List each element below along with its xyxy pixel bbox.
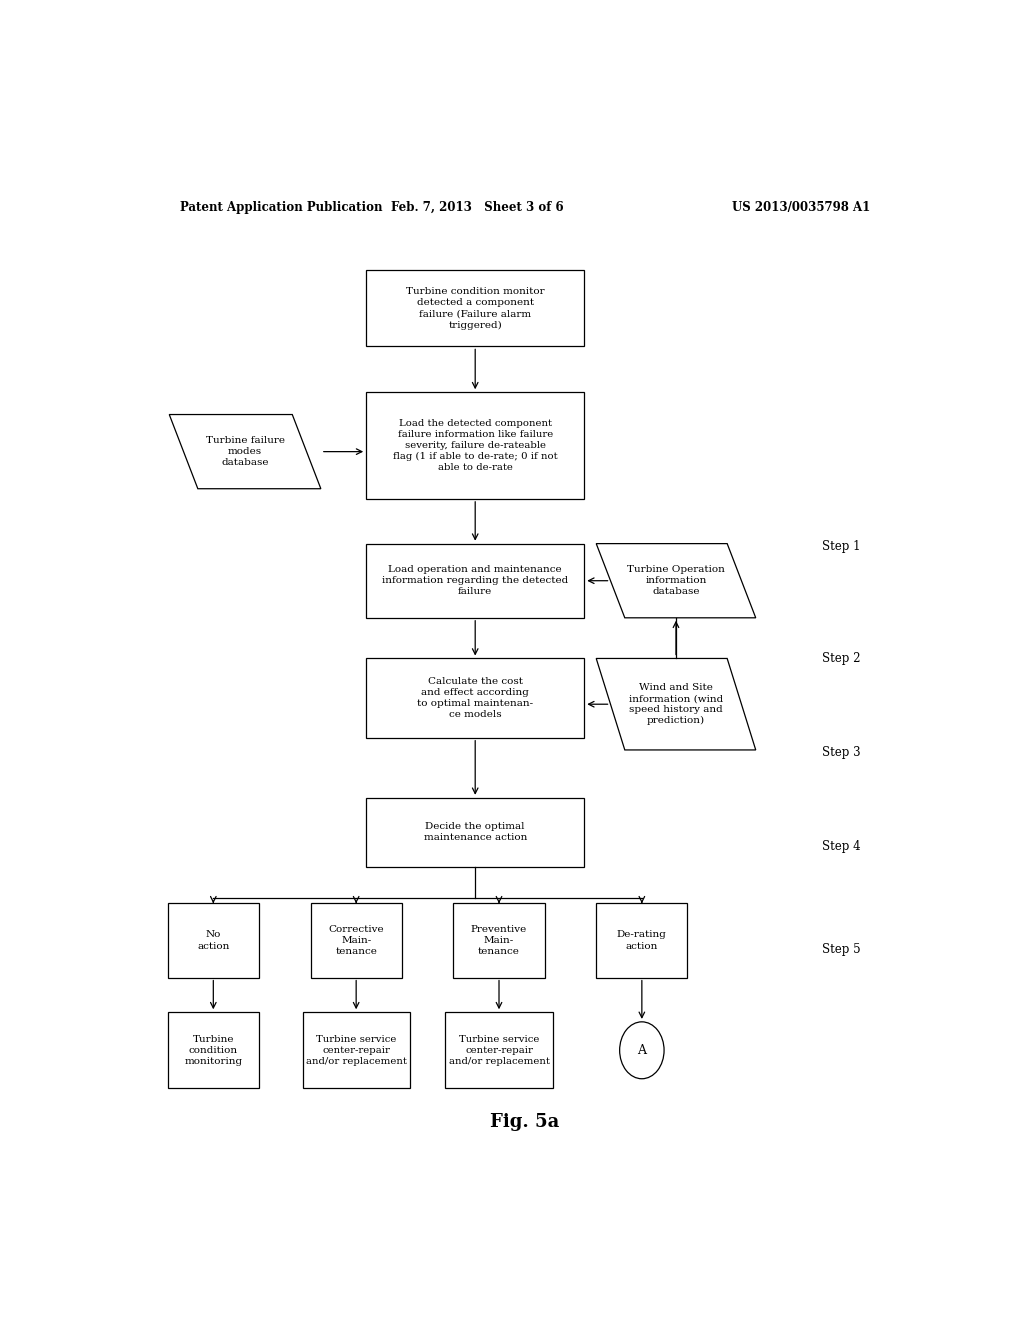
FancyBboxPatch shape: [168, 1012, 259, 1089]
FancyBboxPatch shape: [310, 903, 401, 978]
Polygon shape: [596, 544, 756, 618]
Text: Turbine failure
modes
database: Turbine failure modes database: [206, 436, 285, 467]
Text: Decide the optimal
maintenance action: Decide the optimal maintenance action: [424, 822, 527, 842]
Text: Step 5: Step 5: [822, 942, 861, 956]
Text: Step 4: Step 4: [822, 840, 861, 853]
Text: Calculate the cost
and effect according
to optimal maintenan-
ce models: Calculate the cost and effect according …: [417, 677, 534, 719]
FancyBboxPatch shape: [445, 1012, 553, 1089]
Text: No
action: No action: [198, 931, 229, 950]
Text: Load the detected component
failure information like failure
severity, failure d: Load the detected component failure info…: [393, 418, 557, 473]
Text: Corrective
Main-
tenance: Corrective Main- tenance: [329, 925, 384, 956]
Text: Turbine service
center-repair
and/or replacement: Turbine service center-repair and/or rep…: [449, 1035, 550, 1065]
Text: Wind and Site
information (wind
speed history and
prediction): Wind and Site information (wind speed hi…: [629, 682, 723, 726]
FancyBboxPatch shape: [367, 659, 585, 738]
FancyBboxPatch shape: [367, 797, 585, 867]
FancyBboxPatch shape: [367, 544, 585, 618]
Text: De-rating
action: De-rating action: [616, 931, 667, 950]
Polygon shape: [596, 659, 756, 750]
Text: A: A: [637, 1044, 646, 1057]
FancyBboxPatch shape: [367, 392, 585, 499]
Text: Fig. 5a: Fig. 5a: [490, 1113, 559, 1131]
Polygon shape: [169, 414, 321, 488]
FancyBboxPatch shape: [454, 903, 545, 978]
Text: Turbine condition monitor
detected a component
failure (Failure alarm
triggered): Turbine condition monitor detected a com…: [406, 286, 545, 330]
Text: Step 2: Step 2: [822, 652, 861, 665]
Text: Preventive
Main-
tenance: Preventive Main- tenance: [471, 925, 527, 956]
Text: Turbine
condition
monitoring: Turbine condition monitoring: [184, 1035, 243, 1065]
Text: Turbine service
center-repair
and/or replacement: Turbine service center-repair and/or rep…: [306, 1035, 407, 1065]
FancyBboxPatch shape: [367, 271, 585, 346]
FancyBboxPatch shape: [168, 903, 259, 978]
FancyBboxPatch shape: [303, 1012, 410, 1089]
Text: US 2013/0035798 A1: US 2013/0035798 A1: [732, 201, 870, 214]
Text: Patent Application Publication: Patent Application Publication: [179, 201, 382, 214]
Text: Step 3: Step 3: [822, 747, 861, 759]
Text: Load operation and maintenance
information regarding the detected
failure: Load operation and maintenance informati…: [382, 565, 568, 597]
Text: Turbine Operation
information
database: Turbine Operation information database: [627, 565, 725, 597]
Text: Step 1: Step 1: [822, 540, 861, 553]
Text: Feb. 7, 2013   Sheet 3 of 6: Feb. 7, 2013 Sheet 3 of 6: [391, 201, 563, 214]
Circle shape: [620, 1022, 665, 1078]
FancyBboxPatch shape: [596, 903, 687, 978]
